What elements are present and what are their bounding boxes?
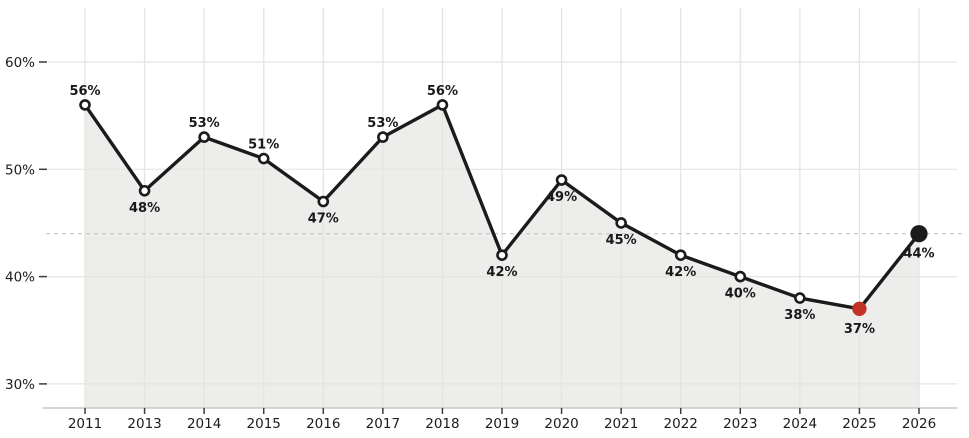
data-point xyxy=(615,217,627,229)
point-value-label: 42% xyxy=(665,265,696,280)
data-point xyxy=(317,195,330,208)
y-tick-label: 30% xyxy=(5,377,35,393)
y-tick-label: 50% xyxy=(5,162,35,178)
x-tick-label: 2026 xyxy=(902,416,936,432)
y-tick-label: 40% xyxy=(5,270,35,286)
x-tick-label: 2021 xyxy=(604,416,638,432)
data-point xyxy=(79,99,91,111)
point-value-label: 38% xyxy=(784,308,815,323)
point-value-label: 51% xyxy=(248,138,279,153)
point-value-label: 37% xyxy=(844,322,875,337)
data-point xyxy=(496,249,508,261)
point-value-label: 53% xyxy=(367,116,398,131)
x-tick-label: 2025 xyxy=(842,416,876,432)
x-tick-label: 2016 xyxy=(306,416,340,432)
x-tick-label: 2017 xyxy=(366,416,400,432)
point-value-label: 47% xyxy=(308,211,339,226)
point-value-label: 49% xyxy=(546,190,577,205)
x-tick-label: 2015 xyxy=(247,416,281,432)
data-point xyxy=(436,99,449,111)
data-point xyxy=(198,131,210,143)
data-point xyxy=(138,184,151,197)
data-point xyxy=(257,152,270,165)
x-tick-label: 2023 xyxy=(723,416,757,432)
point-value-label: 45% xyxy=(606,233,637,248)
x-tick-label: 2022 xyxy=(664,416,698,432)
y-tick-label: 60% xyxy=(5,55,35,71)
point-value-label: 48% xyxy=(129,201,160,216)
x-tick-label: 2013 xyxy=(127,416,161,432)
point-value-label: 44% xyxy=(903,247,934,262)
x-tick-label: 2011 xyxy=(68,416,102,432)
data-point-highlight-red xyxy=(852,301,867,316)
point-value-label: 42% xyxy=(486,265,517,280)
point-value-label: 56% xyxy=(427,84,458,99)
x-tick-label: 2020 xyxy=(544,416,578,432)
data-point-final-black xyxy=(910,225,928,243)
data-point xyxy=(734,270,747,283)
x-tick-label: 2019 xyxy=(485,416,519,432)
data-point xyxy=(794,292,806,304)
x-tick-label: 2018 xyxy=(425,416,459,432)
x-tick-label: 2014 xyxy=(187,416,221,432)
point-value-label: 56% xyxy=(69,84,100,99)
data-point xyxy=(555,174,568,186)
data-point xyxy=(674,249,687,261)
x-tick-label: 2024 xyxy=(783,416,817,432)
point-value-label: 40% xyxy=(725,287,756,302)
point-value-label: 53% xyxy=(189,116,220,131)
data-point xyxy=(377,131,389,143)
